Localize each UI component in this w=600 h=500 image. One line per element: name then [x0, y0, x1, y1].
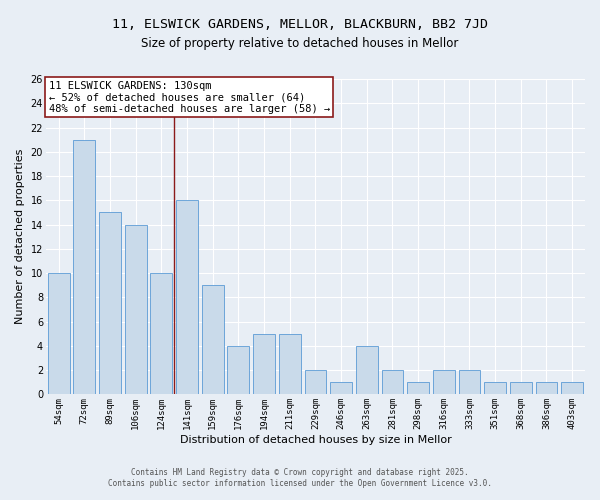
Bar: [330, 382, 352, 394]
Bar: [536, 382, 557, 394]
Text: 11 ELSWICK GARDENS: 130sqm
← 52% of detached houses are smaller (64)
48% of semi: 11 ELSWICK GARDENS: 130sqm ← 52% of deta…: [49, 80, 330, 114]
Bar: [407, 382, 429, 394]
Bar: [356, 346, 377, 395]
Bar: [227, 346, 250, 395]
Bar: [510, 382, 532, 394]
Bar: [433, 370, 455, 394]
Text: 11, ELSWICK GARDENS, MELLOR, BLACKBURN, BB2 7JD: 11, ELSWICK GARDENS, MELLOR, BLACKBURN, …: [112, 18, 488, 30]
Bar: [305, 370, 326, 394]
Y-axis label: Number of detached properties: Number of detached properties: [15, 149, 25, 324]
Bar: [484, 382, 506, 394]
Bar: [382, 370, 403, 394]
X-axis label: Distribution of detached houses by size in Mellor: Distribution of detached houses by size …: [179, 435, 451, 445]
Text: Contains HM Land Registry data © Crown copyright and database right 2025.
Contai: Contains HM Land Registry data © Crown c…: [108, 468, 492, 487]
Bar: [202, 285, 224, 395]
Bar: [458, 370, 481, 394]
Bar: [561, 382, 583, 394]
Bar: [279, 334, 301, 394]
Bar: [176, 200, 198, 394]
Bar: [151, 273, 172, 394]
Bar: [125, 224, 146, 394]
Bar: [253, 334, 275, 394]
Text: Size of property relative to detached houses in Mellor: Size of property relative to detached ho…: [142, 38, 458, 51]
Bar: [73, 140, 95, 394]
Bar: [99, 212, 121, 394]
Bar: [48, 273, 70, 394]
